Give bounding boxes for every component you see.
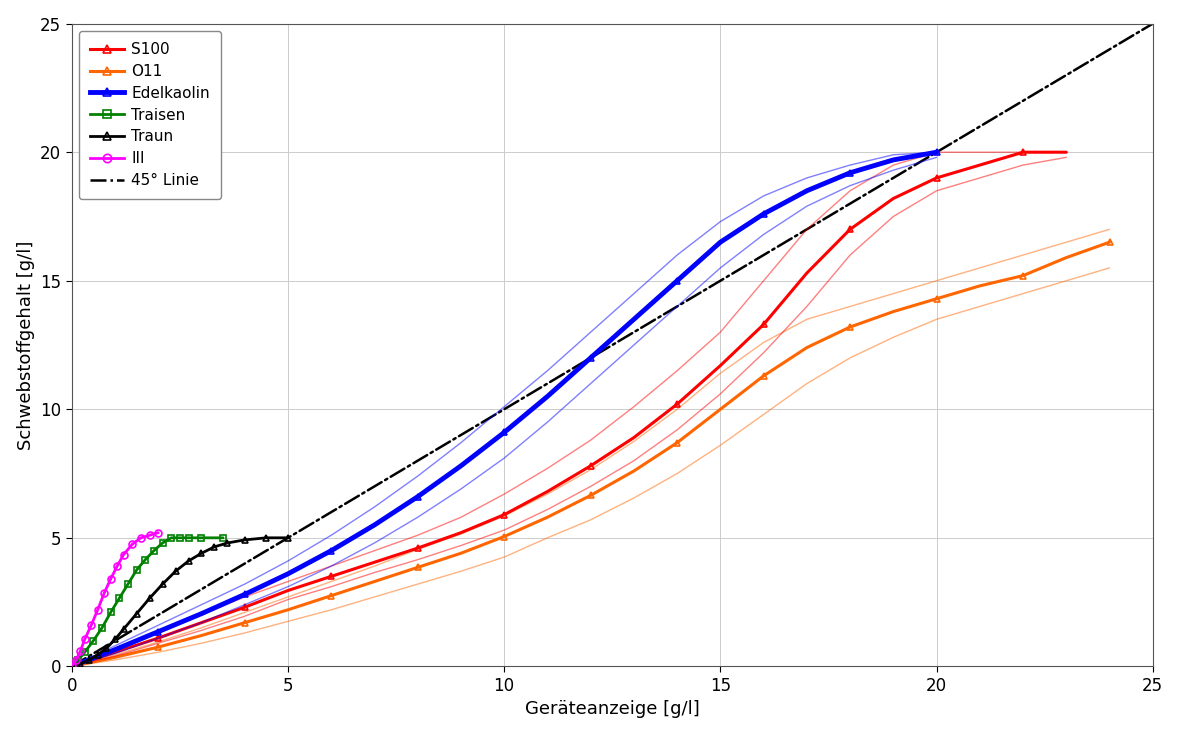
X-axis label: Geräteanzeige [g/l]: Geräteanzeige [g/l] bbox=[525, 700, 700, 718]
Legend: S100, O11, Edelkaolin, Traisen, Traun, III, 45° Linie: S100, O11, Edelkaolin, Traisen, Traun, I… bbox=[79, 32, 221, 199]
Y-axis label: Schwebstoffgehalt [g/l]: Schwebstoffgehalt [g/l] bbox=[17, 240, 34, 450]
